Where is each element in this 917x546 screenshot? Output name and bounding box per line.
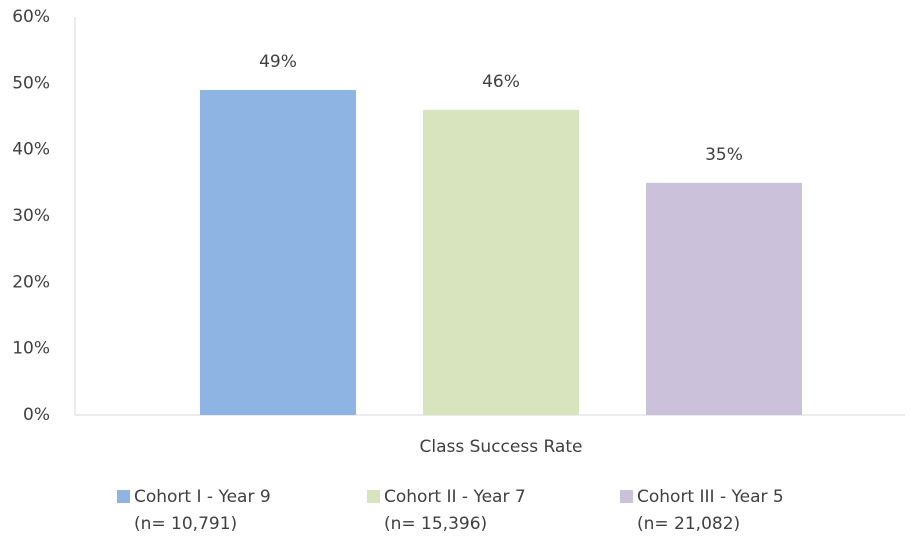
y-tick-label: 20% (12, 272, 50, 292)
legend-label: Cohort II - Year 7 (n= 15,396) (384, 487, 526, 534)
y-tick-label: 40% (12, 140, 50, 160)
y-tick-label: 10% (12, 339, 50, 359)
y-tick-label: 60% (12, 7, 50, 27)
legend-item: Cohort III - Year 5 (n= 21,082) (620, 484, 784, 538)
legend-swatch (620, 490, 633, 503)
legend-item: Cohort II - Year 7 (n= 15,396) (367, 484, 526, 538)
y-tick-label: 30% (12, 206, 50, 226)
data-label: 46% (482, 72, 520, 92)
bar (646, 182, 802, 415)
y-tick-label: 0% (23, 405, 50, 425)
x-tick-label: Class Success Rate (420, 437, 583, 457)
legend-label: Cohort III - Year 5 (n= 21,082) (637, 487, 784, 534)
y-tick-label: 50% (12, 73, 50, 93)
legend-label: Cohort I - Year 9 (n= 10,791) (134, 487, 271, 534)
legend-swatch (117, 490, 130, 503)
data-label: 35% (705, 145, 743, 165)
data-label: 49% (259, 52, 297, 72)
legend: Cohort I - Year 9 (n= 10,791) Cohort II -… (0, 484, 917, 544)
legend-swatch (367, 490, 380, 503)
bar (423, 109, 579, 415)
bar (200, 89, 356, 415)
legend-item: Cohort I - Year 9 (n= 10,791) (117, 484, 271, 538)
chart: 0% 10% 20% 30% 40% 50% 60% Class Success Rate 49… (12, 7, 905, 457)
